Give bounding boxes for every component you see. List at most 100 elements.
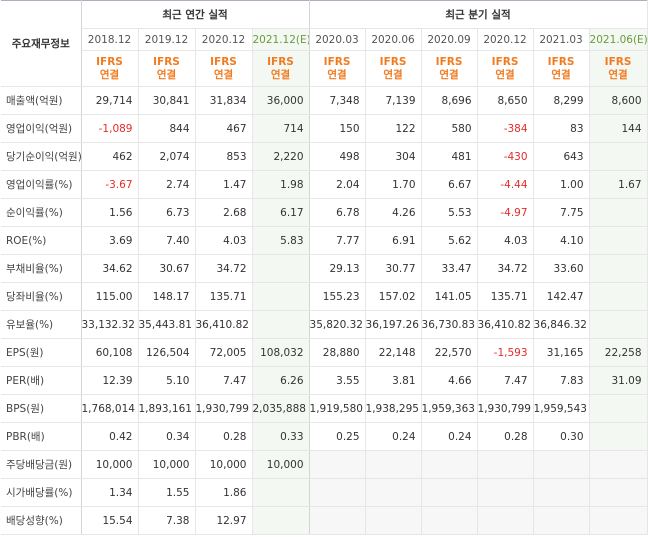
- annual-value-cell: 33,132.32: [81, 310, 139, 339]
- quarter-value-cell: 35,820.32: [309, 310, 366, 339]
- quarter-value-cell: 8,600: [589, 86, 648, 115]
- quarter-value-cell: -1,593: [477, 338, 534, 367]
- annual-value-cell: 6.73: [138, 198, 196, 227]
- quarter-value-cell: 1.67: [589, 170, 648, 199]
- quarter-value-cell: 144: [589, 114, 648, 143]
- annual-value-cell: 108,032: [252, 338, 310, 367]
- table-row: 매출액(억원) 29,714 30,841 31,834 36,000 7,348 7,13…: [1, 86, 648, 115]
- period-header-annual: 2021.12(E): [252, 28, 310, 51]
- quarter-value-cell: 36,730.83: [421, 310, 478, 339]
- annual-value-cell: 6.26: [252, 366, 310, 395]
- annual-value-cell: 35,443.81: [138, 310, 196, 339]
- quarter-value-cell: 304: [365, 142, 422, 171]
- annual-value-cell: 467: [195, 114, 253, 143]
- period-header-quarter: 2021.03: [533, 28, 590, 51]
- quarter-value-cell: [589, 226, 648, 255]
- annual-value-cell: [252, 282, 310, 311]
- period-header-quarter: 2020.12: [477, 28, 534, 51]
- quarter-value-cell: 7,348: [309, 86, 366, 115]
- ifrs-label-line2: 연결: [551, 68, 571, 81]
- row-label: 배당성향(%): [1, 506, 82, 535]
- quarter-value-cell: [309, 450, 366, 479]
- group-quarterly-header: 최근 분기 실적: [309, 0, 648, 29]
- quarter-value-cell: 34.72: [477, 254, 534, 283]
- quarter-value-cell: -430: [477, 142, 534, 171]
- quarter-value-cell: [309, 506, 366, 535]
- annual-value-cell: 36,410.82: [195, 310, 253, 339]
- row-label: 당좌비율(%): [1, 282, 82, 311]
- quarter-value-cell: [589, 254, 648, 283]
- quarter-value-cell: [365, 450, 422, 479]
- ifrs-label-line2: 연결: [213, 68, 234, 81]
- annual-value-cell: -3.67: [81, 170, 139, 199]
- quarter-value-cell: -4.97: [477, 198, 534, 227]
- annual-value-cell: 10,000: [138, 450, 196, 479]
- quarter-value-cell: [589, 282, 648, 311]
- ifrs-label-line2: 연결: [156, 68, 177, 81]
- annual-value-cell: 1,768,014: [81, 394, 139, 423]
- annual-value-cell: 29,714: [81, 86, 139, 115]
- period-header-quarter: 2020.03: [309, 28, 366, 51]
- ifrs-label-line1: IFRS: [435, 55, 463, 68]
- quarter-value-cell: 7,139: [365, 86, 422, 115]
- quarter-value-cell: 0.30: [533, 422, 590, 451]
- row-label: 시가배당률(%): [1, 478, 82, 507]
- annual-value-cell: [252, 478, 310, 507]
- annual-value-cell: 2.68: [195, 198, 253, 227]
- quarter-value-cell: [589, 310, 648, 339]
- annual-value-cell: [252, 506, 310, 535]
- annual-value-cell: 10,000: [81, 450, 139, 479]
- annual-value-cell: 1.56: [81, 198, 139, 227]
- annual-value-cell: 844: [138, 114, 196, 143]
- annual-value-cell: 10,000: [252, 450, 310, 479]
- row-label: EPS(원): [1, 338, 82, 367]
- annual-value-cell: 7.38: [138, 506, 196, 535]
- ifrs-label-line1: IFRS: [547, 55, 575, 68]
- quarter-value-cell: 31.09: [589, 366, 648, 395]
- table-row: PBR(배) 0.42 0.34 0.28 0.33 0.25 0.24 0.24 0.28 0.…: [1, 422, 648, 451]
- quarter-value-cell: 8,650: [477, 86, 534, 115]
- quarter-value-cell: 33.47: [421, 254, 478, 283]
- annual-value-cell: -1,089: [81, 114, 139, 143]
- annual-value-cell: 1,930,799: [195, 394, 253, 423]
- quarter-value-cell: 122: [365, 114, 422, 143]
- quarter-value-cell: 150: [309, 114, 366, 143]
- ifrs-label: IFRS 연결: [195, 50, 253, 87]
- ifrs-label-line1: IFRS: [604, 55, 632, 68]
- row-label: 당기순이익(억원): [1, 142, 82, 171]
- ifrs-label-line1: IFRS: [491, 55, 519, 68]
- quarter-value-cell: [365, 506, 422, 535]
- annual-value-cell: 2,074: [138, 142, 196, 171]
- table-row: 주당배당금(원) 10,000 10,000 10,000 10,000: [1, 450, 648, 479]
- period-header-quarter: 2020.09: [421, 28, 478, 51]
- quarter-value-cell: 6.67: [421, 170, 478, 199]
- quarter-value-cell: 1.00: [533, 170, 590, 199]
- annual-value-cell: 714: [252, 114, 310, 143]
- quarter-value-cell: 4.03: [477, 226, 534, 255]
- row-label: 영업이익(억원): [1, 114, 82, 143]
- annual-value-cell: 1.34: [81, 478, 139, 507]
- ifrs-label: IFRS 연결: [421, 50, 478, 87]
- annual-value-cell: 30.67: [138, 254, 196, 283]
- annual-value-cell: 462: [81, 142, 139, 171]
- quarter-value-cell: 7.77: [309, 226, 366, 255]
- ifrs-label-line2: 연결: [270, 68, 291, 81]
- ifrs-label: IFRS 연결: [309, 50, 366, 87]
- annual-value-cell: 5.83: [252, 226, 310, 255]
- quarter-value-cell: [589, 422, 648, 451]
- row-label: 순이익률(%): [1, 198, 82, 227]
- quarter-value-cell: 1,919,580: [309, 394, 366, 423]
- annual-value-cell: 0.42: [81, 422, 139, 451]
- quarter-value-cell: [533, 506, 590, 535]
- quarter-value-cell: 643: [533, 142, 590, 171]
- quarter-value-cell: 29.13: [309, 254, 366, 283]
- ifrs-label-line2: 연결: [99, 68, 120, 81]
- quarter-value-cell: [589, 142, 648, 171]
- quarter-value-cell: [533, 450, 590, 479]
- row-label: 매출액(억원): [1, 86, 82, 115]
- quarter-value-cell: 1,959,543: [533, 394, 590, 423]
- table-row: 당좌비율(%) 115.00 148.17 135.71 155.23 157.02 141…: [1, 282, 648, 311]
- quarter-value-cell: 7.75: [533, 198, 590, 227]
- annual-value-cell: 2.74: [138, 170, 196, 199]
- ifrs-label: IFRS 연결: [477, 50, 534, 87]
